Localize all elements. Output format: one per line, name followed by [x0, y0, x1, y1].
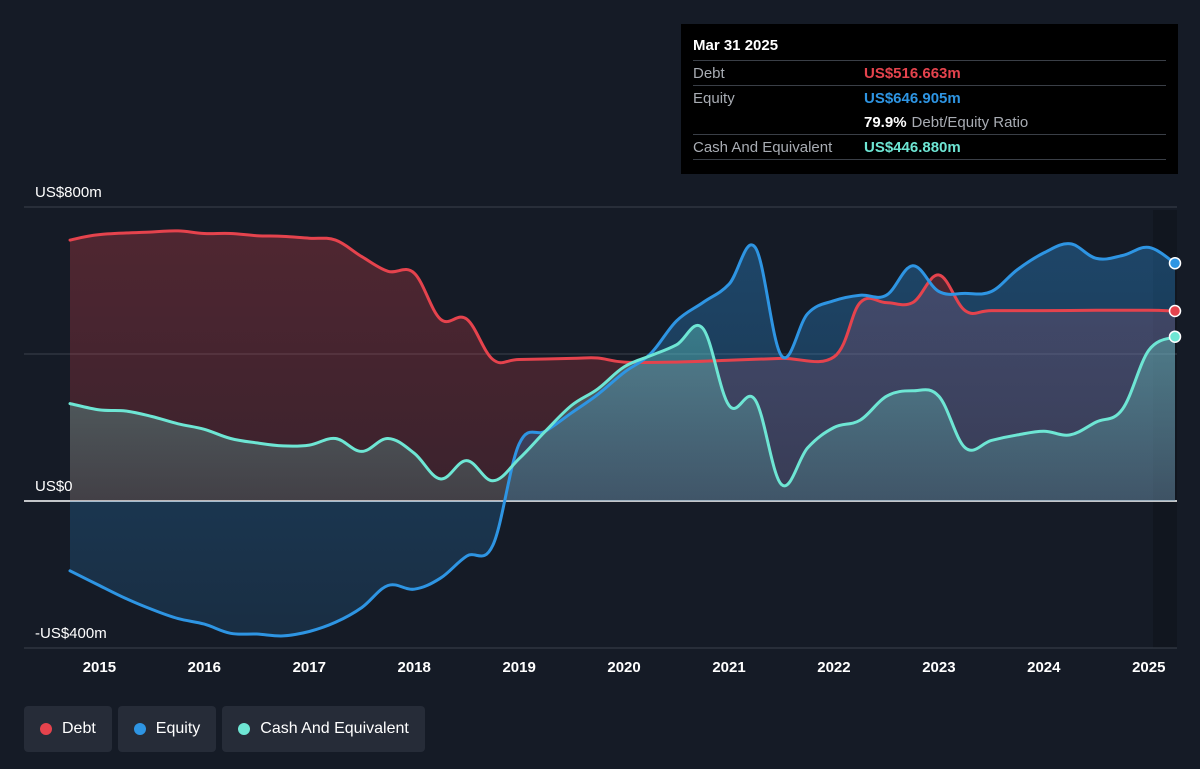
series-lines [68, 229, 1177, 638]
legend-cash-label: Cash And Equivalent [260, 720, 409, 737]
cash-line [68, 324, 1177, 488]
tooltip-row-debt: Debt US$516.663m [693, 60, 1166, 85]
tooltip-panel: Mar 31 2025 Debt US$516.663m Equity US$6… [681, 24, 1178, 174]
tooltip-cash-value: US$446.880m [864, 138, 961, 156]
debt-line [68, 229, 1177, 365]
x-tick-label: 2025 [1132, 659, 1165, 676]
x-tick-label: 2022 [817, 659, 850, 676]
tooltip-date: Mar 31 2025 [693, 37, 779, 54]
tooltip-row-ratio: 79.9% Debt/Equity Ratio [693, 110, 1166, 134]
x-tick-label: 2023 [922, 659, 955, 676]
x-axis-labels: 2015 2016 2017 2018 2019 2020 2021 2022 2023 2024… [83, 659, 1166, 676]
legend-debt-label: Debt [62, 720, 96, 737]
x-tick-label: 2019 [502, 659, 535, 676]
tooltip-row-equity: Equity US$646.905m [693, 85, 1166, 110]
series-areas [70, 230, 1175, 636]
tooltip-equity-label: Equity [693, 89, 735, 107]
chart-legend: Debt Equity Cash And Equivalent [24, 706, 425, 752]
debt-dot-icon [40, 723, 52, 735]
tooltip-debt-label: Debt [693, 64, 725, 82]
x-tick-label: 2017 [293, 659, 326, 676]
tooltip-ratio-value: 79.9% [864, 113, 907, 131]
y-tick-label: US$800m [35, 184, 102, 201]
y-axis-labels: US$800m US$0 -US$400m [35, 184, 107, 642]
debt-equity-chart: US$800m US$0 -US$400m 2015 2016 2017 2018 2019… [24, 184, 1182, 676]
tooltip-equity-value: US$646.905m [864, 89, 961, 107]
cash-dot-icon [238, 723, 251, 735]
y-tick-label: -US$400m [35, 625, 107, 642]
x-tick-label: 2016 [188, 659, 221, 676]
debt-endpoint-marker [1168, 304, 1182, 318]
legend-item-cash[interactable]: Cash And Equivalent [222, 706, 425, 752]
tooltip-debt-value: US$516.663m [864, 64, 961, 82]
y-tick-label: US$0 [35, 478, 73, 495]
tooltip-cash-label: Cash And Equivalent [693, 138, 833, 156]
equity-line [68, 242, 1177, 638]
series-endpoints [1168, 256, 1182, 343]
cash-endpoint-marker [1168, 330, 1182, 343]
legend-item-equity[interactable]: Equity [117, 706, 217, 752]
legend-equity-label: Equity [155, 720, 201, 737]
tooltip-row-cash: Cash And Equivalent US$446.880m [693, 134, 1166, 160]
x-tick-label: 2024 [1027, 659, 1061, 676]
x-tick-label: 2020 [607, 659, 640, 676]
x-tick-label: 2018 [398, 659, 431, 676]
equity-dot-icon [133, 723, 146, 735]
x-tick-label: 2021 [712, 659, 745, 676]
tooltip-ratio-label: Debt/Equity Ratio [911, 113, 1029, 131]
legend-item-debt[interactable]: Debt [24, 706, 112, 752]
x-tick-label: 2015 [83, 659, 116, 676]
equity-endpoint-marker [1168, 256, 1182, 270]
cash-area [70, 325, 1175, 501]
